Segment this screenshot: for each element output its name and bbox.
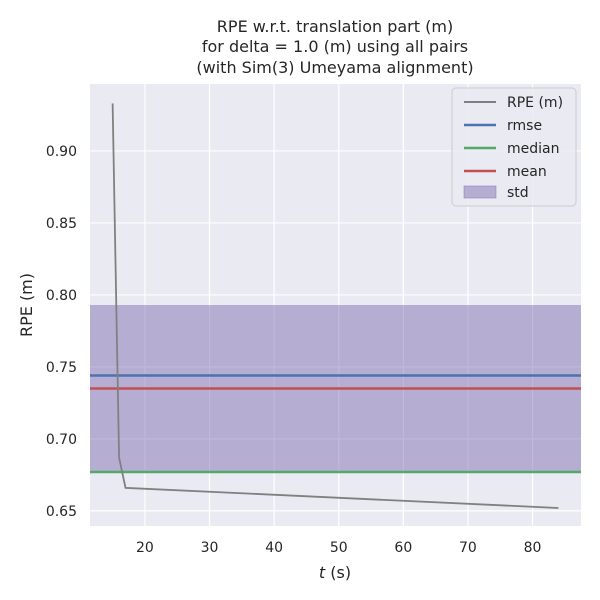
x-tick-label: 70 bbox=[459, 540, 477, 556]
legend-swatch-std bbox=[463, 185, 497, 199]
legend-box bbox=[451, 87, 577, 207]
stat-lines-layer bbox=[90, 374, 581, 474]
x-tick-label: 80 bbox=[524, 540, 542, 556]
rpe-series-line bbox=[111, 103, 559, 509]
x-tick-label: 30 bbox=[201, 540, 219, 556]
legend: RPE (m) rmse median mean std bbox=[451, 87, 577, 207]
series-layer bbox=[111, 103, 559, 509]
y-tick-label: 0.85 bbox=[46, 216, 77, 232]
chart-title-line-3: (with Sim(3) Umeyama alignment) bbox=[196, 58, 473, 77]
chart-title-line-1: RPE w.r.t. translation part (m) bbox=[217, 17, 453, 36]
x-tick-label: 20 bbox=[136, 540, 154, 556]
y-tick-label: 0.65 bbox=[46, 504, 77, 520]
x-tick-labels: 20 30 40 50 60 70 80 bbox=[136, 540, 541, 556]
x-tick-label: 60 bbox=[394, 540, 412, 556]
y-tick-label: 0.70 bbox=[46, 432, 77, 448]
x-axis-label-unit: (s) bbox=[325, 563, 351, 582]
y-tick-labels: 0.65 0.70 0.75 0.80 0.85 0.90 bbox=[46, 144, 77, 520]
y-tick-label: 0.80 bbox=[46, 288, 77, 304]
legend-label-mean: mean bbox=[507, 164, 547, 180]
legend-label-rmse: rmse bbox=[507, 118, 542, 134]
x-tick-label: 40 bbox=[265, 540, 283, 556]
chart-title: RPE w.r.t. translation part (m) for delt… bbox=[196, 17, 473, 77]
y-tick-label: 0.90 bbox=[46, 144, 77, 160]
x-axis-label: t (s) bbox=[319, 563, 351, 582]
x-tick-label: 50 bbox=[330, 540, 348, 556]
legend-label-median: median bbox=[507, 141, 559, 157]
chart-title-line-2: for delta = 1.0 (m) using all pairs bbox=[202, 37, 468, 56]
legend-label-std: std bbox=[507, 185, 529, 201]
legend-label-rpe: RPE (m) bbox=[507, 95, 563, 111]
x-axis-label-italic: t bbox=[319, 563, 326, 582]
y-tick-label: 0.75 bbox=[46, 360, 77, 376]
y-axis-label: RPE (m) bbox=[17, 273, 36, 337]
